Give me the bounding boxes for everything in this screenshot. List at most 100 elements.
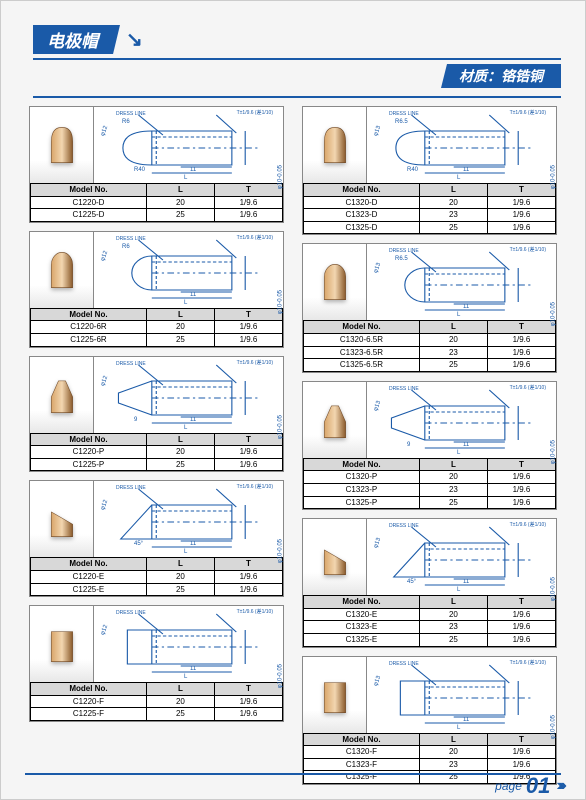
- cell-model: C1220-D: [31, 196, 147, 209]
- cell-l: 23: [419, 346, 487, 359]
- cell-model: C1323-D: [304, 209, 420, 222]
- cell-t: 1/9.6: [487, 209, 555, 222]
- product-photo: [303, 657, 367, 733]
- tolerance-label: T±1/9.6 (差1/10): [237, 111, 273, 116]
- cell-t: 1/9.6: [214, 570, 282, 583]
- cell-l: 23: [419, 621, 487, 634]
- table-row: C1325-E251/9.6: [304, 633, 556, 646]
- table-row: C1325-D251/9.6: [304, 221, 556, 234]
- product-photo: [303, 107, 367, 183]
- cell-l: 25: [419, 633, 487, 646]
- col-t: T: [214, 308, 282, 321]
- table-row: C1320-P201/9.6: [304, 471, 556, 484]
- dim-11-label: 11: [190, 292, 196, 298]
- table-row: C1320-D201/9.6: [304, 196, 556, 209]
- table-row: C1220-P201/9.6: [31, 446, 283, 459]
- dress-line-label: DRESS LINE: [389, 523, 419, 529]
- cell-t: 1/9.6: [214, 458, 282, 471]
- cell-t: 1/9.6: [487, 196, 555, 209]
- dress-line-label: DRESS LINE: [389, 248, 419, 254]
- technical-diagram: DRESS LINET±1/9.6 (差1/10)φ13φ10-0.05911L: [367, 382, 556, 458]
- inner-diameter-label: φ10-0.05: [277, 415, 283, 439]
- product-card: DRESS LINET±1/9.6 (差1/10)φ12φ10-0.05911L…: [29, 356, 284, 473]
- cell-t: 1/9.6: [214, 583, 282, 596]
- cell-l: 20: [146, 695, 214, 708]
- technical-diagram: DRESS LINET±1/9.6 (差1/10)φ12φ10-0.05911L: [94, 357, 283, 433]
- cell-model: C1225-6R: [31, 333, 147, 346]
- col-model: Model No.: [31, 683, 147, 696]
- dim-11-label: 11: [190, 417, 196, 423]
- product-card: DRESS LINET±1/9.6 (差1/10)φ13φ10-0.0545°1…: [302, 518, 557, 647]
- cell-t: 1/9.6: [487, 221, 555, 234]
- cell-model: C1323-F: [304, 758, 420, 771]
- technical-diagram: DRESS LINET±1/9.6 (差1/10)φ13φ10-0.05R6.5…: [367, 107, 556, 183]
- product-card: DRESS LINET±1/9.6 (差1/10)φ13φ10-0.0511LM…: [302, 656, 557, 785]
- col-l: L: [146, 184, 214, 197]
- table-row: C1220-D201/9.6: [31, 196, 283, 209]
- cell-model: C1220-F: [31, 695, 147, 708]
- radius-label: R6: [122, 244, 130, 250]
- cell-l: 20: [146, 321, 214, 334]
- spec-table: Model No.LTC1220-P201/9.6C1225-P251/9.6: [30, 433, 283, 472]
- cell-t: 1/9.6: [487, 746, 555, 759]
- cell-t: 1/9.6: [214, 209, 282, 222]
- cell-l: 25: [146, 209, 214, 222]
- material-rule: [33, 96, 561, 98]
- dim-l-label: L: [457, 312, 460, 318]
- product-photo: [303, 519, 367, 595]
- spec-table: Model No.LTC1220-D201/9.6C1225-D251/9.6: [30, 183, 283, 222]
- extra-dim-label: 9: [407, 442, 410, 448]
- table-row: C1220-F201/9.6: [31, 695, 283, 708]
- spec-table: Model No.LTC1320-6.5R201/9.6C1323-6.5R23…: [303, 320, 556, 371]
- table-row: C1225-E251/9.6: [31, 583, 283, 596]
- inner-diameter-label: φ10-0.05: [550, 165, 556, 189]
- inner-diameter-label: φ10-0.05: [550, 440, 556, 464]
- cell-t: 1/9.6: [214, 321, 282, 334]
- cell-l: 25: [146, 333, 214, 346]
- cell-t: 1/9.6: [487, 333, 555, 346]
- inner-diameter-label: φ10-0.05: [277, 539, 283, 563]
- page-number: 01: [526, 773, 550, 799]
- cell-model: C1325-6.5R: [304, 359, 420, 372]
- cell-l: 25: [146, 708, 214, 721]
- cell-l: 25: [146, 583, 214, 596]
- tolerance-label: T±1/9.6 (差1/10): [510, 111, 546, 116]
- cell-model: C1220-6R: [31, 321, 147, 334]
- spec-table: Model No.LTC1220-F201/9.6C1225-F251/9.6: [30, 682, 283, 721]
- cell-t: 1/9.6: [487, 758, 555, 771]
- product-card: DRESS LINET±1/9.6 (差1/10)φ12φ10-0.0545°1…: [29, 480, 284, 597]
- col-l: L: [419, 596, 487, 609]
- cell-l: 20: [146, 446, 214, 459]
- col-l: L: [146, 558, 214, 571]
- cell-model: C1320-P: [304, 471, 420, 484]
- extra-dim-label: 45°: [407, 579, 416, 585]
- product-card: DRESS LINET±1/9.6 (差1/10)φ13φ10-0.05911L…: [302, 381, 557, 510]
- inner-diameter-label: φ10-0.05: [277, 165, 283, 189]
- cell-model: C1225-P: [31, 458, 147, 471]
- product-column: DRESS LINET±1/9.6 (差1/10)φ12φ10-0.05R6R4…: [29, 106, 284, 785]
- dress-line-label: DRESS LINE: [116, 111, 146, 117]
- dim-l-label: L: [184, 300, 187, 306]
- table-row: C1225-D251/9.6: [31, 209, 283, 222]
- col-model: Model No.: [304, 321, 420, 334]
- header: 电极帽 ↘: [33, 25, 585, 54]
- tolerance-label: T±1/9.6 (差1/10): [237, 361, 273, 366]
- table-row: C1225-6R251/9.6: [31, 333, 283, 346]
- product-photo: [30, 232, 94, 308]
- col-model: Model No.: [304, 596, 420, 609]
- dress-line-label: DRESS LINE: [116, 485, 146, 491]
- dim-l-label: L: [457, 175, 460, 181]
- cell-t: 1/9.6: [487, 483, 555, 496]
- inner-diameter-label: φ10-0.05: [277, 290, 283, 314]
- col-t: T: [214, 433, 282, 446]
- product-card: DRESS LINET±1/9.6 (差1/10)φ12φ10-0.0511LM…: [29, 605, 284, 722]
- dim-11-label: 11: [463, 717, 469, 723]
- cell-model: C1323-6.5R: [304, 346, 420, 359]
- col-model: Model No.: [304, 184, 420, 197]
- cell-model: C1320-D: [304, 196, 420, 209]
- radius-label: R6: [122, 119, 130, 125]
- inner-diameter-label: φ10-0.05: [277, 664, 283, 688]
- dim-11-label: 11: [190, 666, 196, 672]
- dress-line-label: DRESS LINE: [389, 386, 419, 392]
- technical-diagram: DRESS LINET±1/9.6 (差1/10)φ12φ10-0.05R611…: [94, 232, 283, 308]
